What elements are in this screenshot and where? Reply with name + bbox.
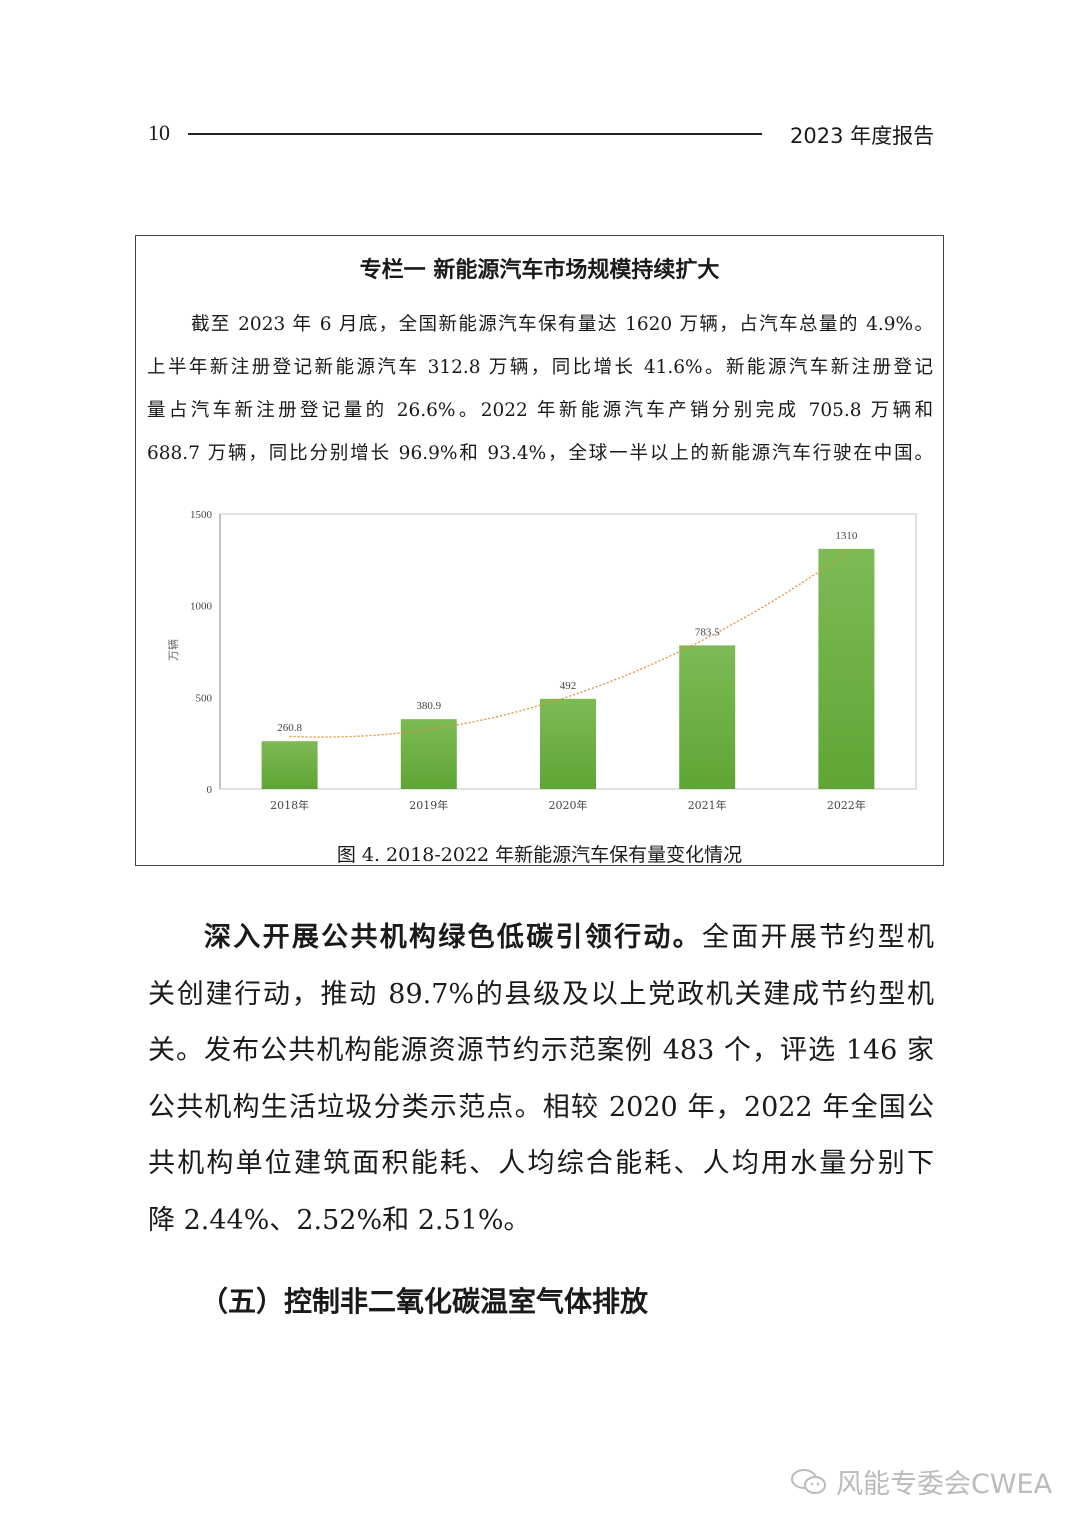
bar [400,719,457,789]
header-title: 2023 年度报告 [790,124,935,148]
bar-chart: 0 500 1000 1500 万辆 260.8 2018年 380.9 2019年 492 202… [166,509,917,812]
wechat-icon [791,1468,826,1494]
data-label: 783.5 [695,626,720,638]
x-tick-label: 2020年 [549,798,588,812]
text-line: 关。发布公共机构能源资源节约示范案例 483 个，评选 146 家 [148,1035,934,1066]
bar [261,741,318,789]
x-tick-label: 2018年 [270,798,309,812]
lead-sentence: 深入开展公共机构绿色低碳引领行动。 [204,922,702,953]
trend-line [289,552,847,738]
page-number: 10 [148,120,170,145]
bar [818,548,875,789]
y-tick-label: 1500 [190,509,213,521]
box-paragraph: 截至 2023 年 6 月底，全国新能源汽车保有量达 1620 万辆，占汽车总量… [147,308,933,480]
data-label: 380.9 [416,700,441,712]
header-rule [188,133,762,135]
text-line: 深入开展公共机构绿色低碳引领行动。全面开展节约型机 [148,915,934,972]
text-line: 降 2.44%、2.52%和 2.51%。 [148,1204,531,1236]
text-line: 上半年新注册登记新能源汽车 312.8 万辆，同比增长 41.6%。新能源汽车新… [147,357,933,378]
text-line: 公共机构生活垃圾分类示范点。相较 2020 年，2022 年全国公 [148,1091,934,1123]
data-label: 1310 [835,530,858,542]
text-line: 截至 2023 年 6 月底，全国新能源汽车保有量达 1620 万辆，占汽车总量… [191,314,933,335]
watermark: 风能专委会CWEA [790,1462,1052,1501]
text-line: 688.7 万辆，同比分别增长 96.9%和 93.4%，全球一半以上的新能源汽… [147,443,933,464]
x-tick-label: 2022年 [827,798,866,812]
text-line: 关创建行动，推动 89.7%的县级及以上党政机关建成节约型机 [148,978,934,1010]
y-axis-label: 万辆 [166,639,180,661]
data-label: 260.8 [277,722,302,734]
figure-caption: 图 4. 2018-2022 年新能源汽车保有量变化情况 [336,844,743,866]
text-span: 全面开展节约型机 [701,922,935,953]
x-tick-label: 2021年 [688,798,727,812]
text-line: 共机构单位建筑面积能耗、人均综合能耗、人均用水量分别下 [148,1148,934,1179]
y-tick-label: 1000 [190,601,213,613]
box-title: 专栏一 新能源汽车市场规模持续扩大 [359,258,720,283]
y-tick-label: 0 [207,784,213,796]
body-paragraph: 深入开展公共机构绿色低碳引领行动。全面开展节约型机 关创建行动，推动 89.7%… [148,915,934,1254]
watermark-text: 风能专委会CWEA [836,1469,1053,1500]
bar [679,645,736,789]
text-line: 量占汽车新注册登记量的 26.6%。2022 年新能源汽车产销分别完成 705.… [147,400,933,421]
section-heading: （五）控制非二氧化碳温室气体排放 [200,1285,649,1318]
sidebar-box: 专栏一 新能源汽车市场规模持续扩大 截至 2023 年 6 月底，全国新能源汽车… [135,235,944,866]
data-label: 492 [560,680,577,692]
bar [540,698,596,789]
x-tick-label: 2019年 [409,798,448,812]
y-tick-label: 500 [196,692,213,704]
